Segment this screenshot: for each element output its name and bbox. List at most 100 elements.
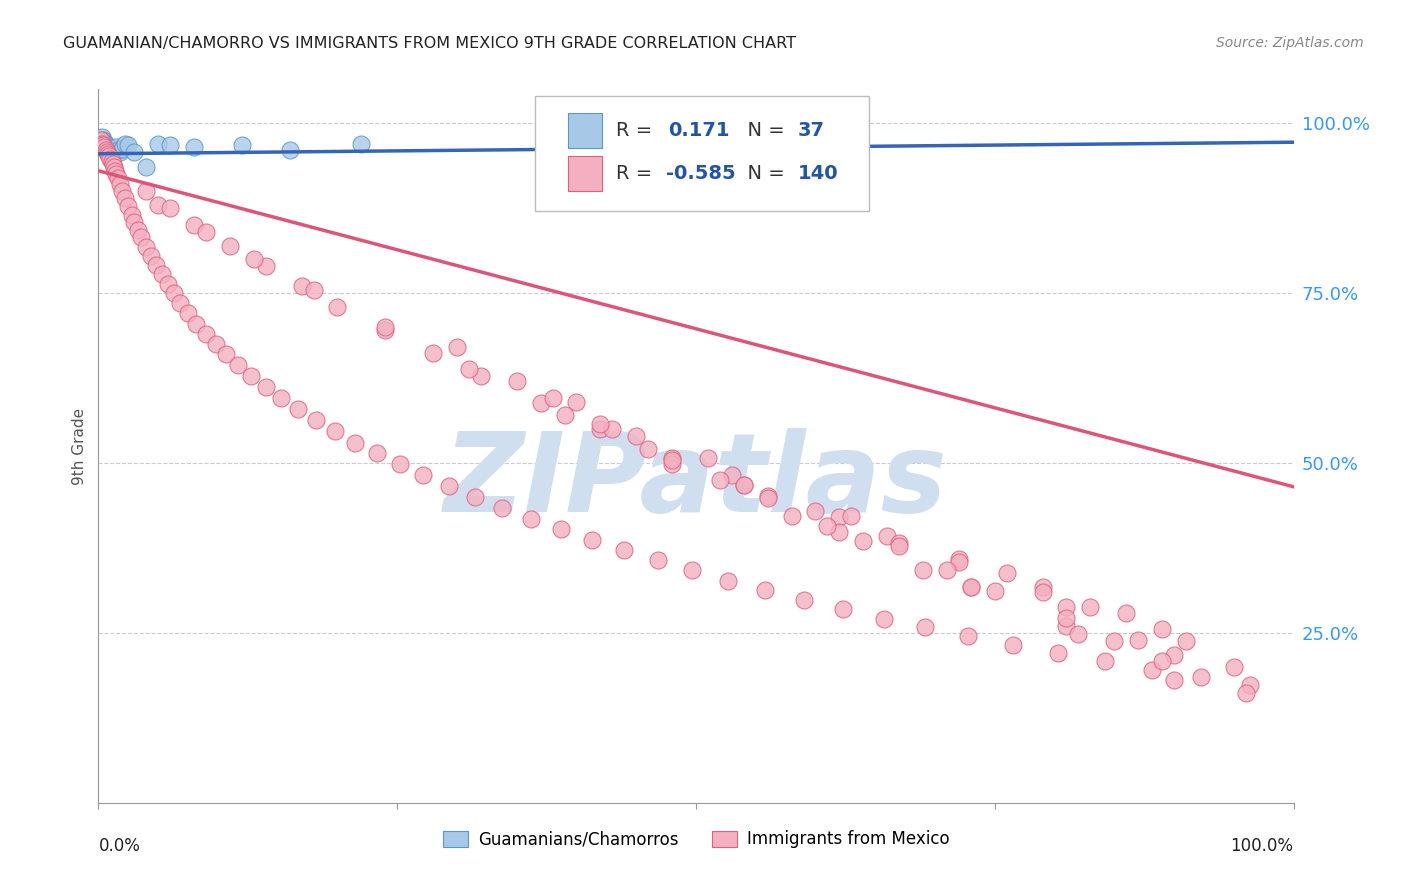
Point xyxy=(96,145,118,159)
Point xyxy=(139,249,162,263)
Point xyxy=(661,452,683,467)
Point xyxy=(697,450,720,465)
Point xyxy=(226,358,249,372)
Point xyxy=(464,490,486,504)
Point xyxy=(183,218,205,232)
Point xyxy=(661,458,683,472)
Point xyxy=(709,473,731,487)
Point xyxy=(1175,634,1198,648)
Point xyxy=(1032,580,1054,594)
Text: N =: N = xyxy=(735,121,792,140)
Point xyxy=(305,413,328,427)
Point xyxy=(90,133,112,147)
Point xyxy=(1223,660,1246,674)
Text: -0.585: -0.585 xyxy=(666,164,735,183)
Point xyxy=(374,323,396,337)
Point xyxy=(131,230,153,244)
Point xyxy=(121,208,143,222)
Point xyxy=(1115,606,1137,620)
Point xyxy=(1163,673,1185,688)
Point xyxy=(148,198,170,212)
Point xyxy=(780,508,803,523)
Point xyxy=(589,422,612,436)
Point xyxy=(344,435,367,450)
Point xyxy=(90,133,112,147)
Point xyxy=(91,136,114,151)
Point xyxy=(111,184,134,198)
Point xyxy=(1163,648,1185,662)
Point xyxy=(97,144,120,158)
Point xyxy=(204,337,226,351)
Point xyxy=(287,401,309,416)
Point xyxy=(107,144,129,158)
Point xyxy=(889,539,911,553)
Point xyxy=(1104,634,1126,648)
Point xyxy=(832,602,855,616)
FancyBboxPatch shape xyxy=(568,156,602,191)
Text: 140: 140 xyxy=(797,164,838,183)
Point xyxy=(186,317,208,331)
Point xyxy=(852,534,875,549)
Point xyxy=(520,512,543,526)
Point xyxy=(104,163,127,178)
Point xyxy=(103,142,125,156)
Point xyxy=(1128,632,1150,647)
Point xyxy=(215,347,238,361)
Text: 0.171: 0.171 xyxy=(668,121,730,140)
Point xyxy=(1191,670,1213,684)
Point xyxy=(96,137,118,152)
Point xyxy=(270,391,292,405)
Point xyxy=(98,142,122,156)
Point xyxy=(412,468,434,483)
Point xyxy=(565,394,588,409)
Point xyxy=(661,450,683,465)
Point xyxy=(127,223,149,237)
Point xyxy=(388,458,411,472)
Point xyxy=(754,583,776,598)
Point xyxy=(960,580,983,594)
Point xyxy=(105,140,128,154)
Point xyxy=(733,477,755,491)
Point xyxy=(117,199,139,213)
Point xyxy=(1067,627,1090,641)
Text: Source: ZipAtlas.com: Source: ZipAtlas.com xyxy=(1216,36,1364,50)
Point xyxy=(1234,686,1257,700)
Point xyxy=(108,145,131,159)
Point xyxy=(240,369,263,384)
Point xyxy=(323,424,346,438)
Point xyxy=(254,380,277,394)
Point xyxy=(350,136,373,151)
Point xyxy=(94,140,117,154)
Point xyxy=(1152,623,1174,637)
Point xyxy=(103,161,125,175)
Point xyxy=(506,375,529,389)
Point xyxy=(793,592,815,607)
Point xyxy=(291,279,314,293)
Point xyxy=(195,326,218,341)
Point xyxy=(117,137,139,152)
Legend: Guamanians/Chamorros, Immigrants from Mexico: Guamanians/Chamorros, Immigrants from Me… xyxy=(436,824,956,855)
Point xyxy=(93,135,115,149)
Point xyxy=(163,286,186,301)
Point xyxy=(550,522,572,536)
Point xyxy=(101,157,124,171)
Point xyxy=(94,144,117,158)
Point xyxy=(756,489,779,503)
Point xyxy=(1080,600,1102,615)
Point xyxy=(111,142,134,156)
Point xyxy=(124,215,146,229)
Point xyxy=(948,552,970,566)
Point xyxy=(374,320,396,334)
Point xyxy=(135,184,157,198)
Point xyxy=(104,144,127,158)
Point xyxy=(602,422,624,436)
Point xyxy=(995,566,1018,580)
Point xyxy=(169,295,191,310)
Point xyxy=(302,283,325,297)
Point xyxy=(135,240,157,254)
Point xyxy=(96,140,118,154)
Point xyxy=(1001,638,1024,652)
Point xyxy=(94,136,117,151)
Point xyxy=(872,612,894,626)
Point xyxy=(91,136,114,151)
